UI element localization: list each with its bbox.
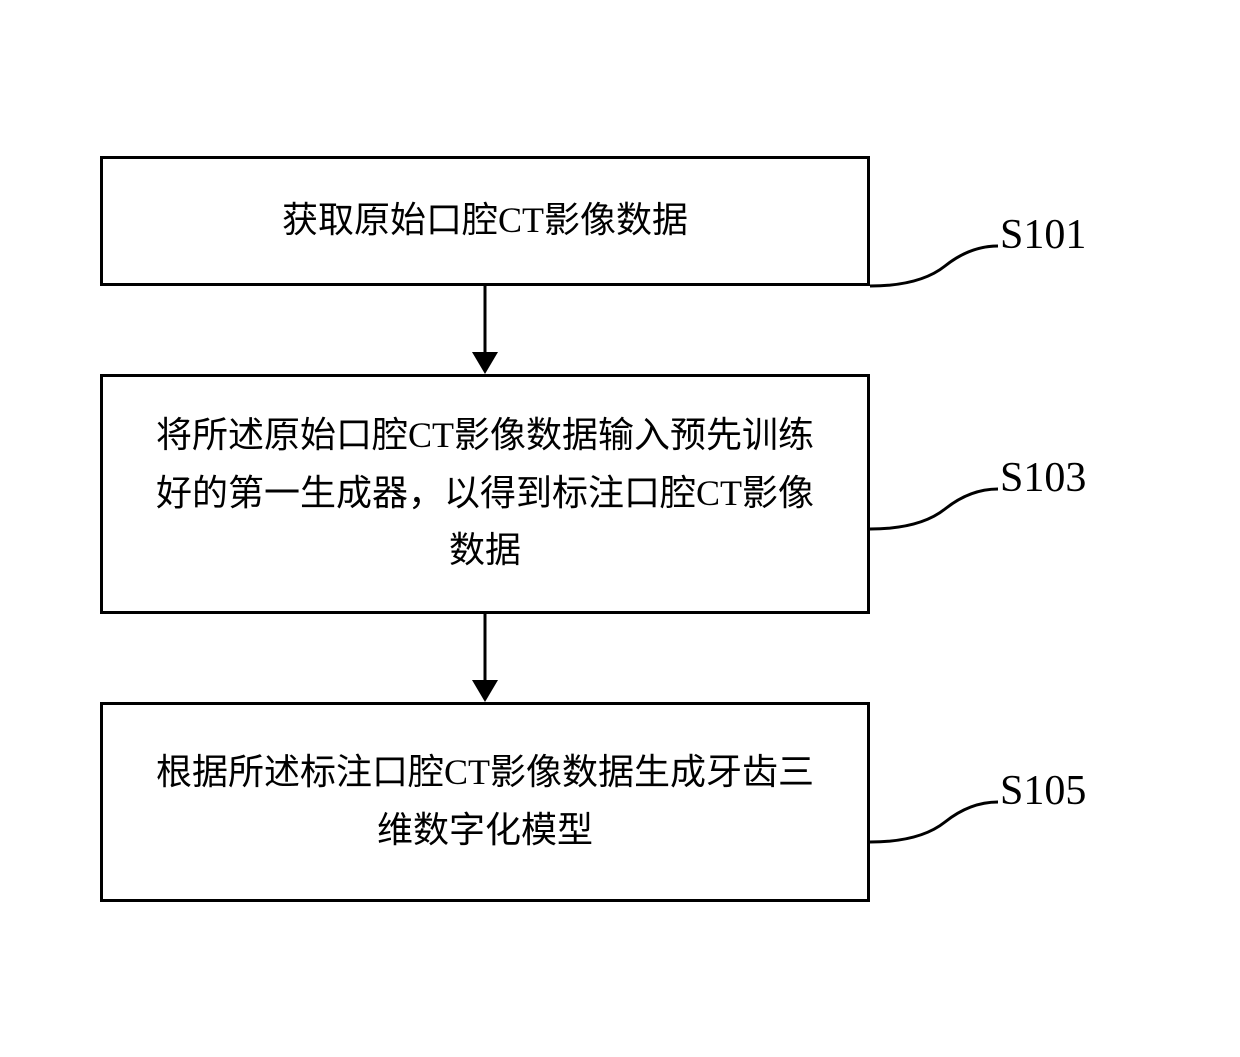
label-connector-s105 [870,797,1000,862]
step-box-s101: 获取原始口腔CT影像数据 [100,156,870,286]
arrow-wrap-2 [100,614,870,702]
arrow-down-icon [465,286,505,374]
step-label-s105: S105 [1000,767,1086,815]
step-label-s103: S103 [1000,454,1086,502]
step-row-1: 获取原始口腔CT影像数据 S101 [100,156,1140,286]
label-connector-s101 [870,241,1000,306]
step-text: 根据所述标注口腔CT影像数据生成牙齿三维数字化模型 [143,744,827,859]
step-row-3: 根据所述标注口腔CT影像数据生成牙齿三维数字化模型 S105 [100,702,1140,902]
step-label-s101: S101 [1000,211,1086,259]
step-box-s103: 将所述原始口腔CT影像数据输入预先训练好的第一生成器，以得到标注口腔CT影像数据 [100,374,870,614]
step-row-2: 将所述原始口腔CT影像数据输入预先训练好的第一生成器，以得到标注口腔CT影像数据… [100,374,1140,614]
step-box-s105: 根据所述标注口腔CT影像数据生成牙齿三维数字化模型 [100,702,870,902]
step-text: 获取原始口腔CT影像数据 [282,192,688,250]
arrow-wrap-1 [100,286,870,374]
arrow-down-icon [465,614,505,702]
label-connector-s103 [870,484,1000,549]
step-text: 将所述原始口腔CT影像数据输入预先训练好的第一生成器，以得到标注口腔CT影像数据 [143,407,827,580]
flowchart-container: 获取原始口腔CT影像数据 S101 将所述原始口腔CT影像数据输入预先训练好的第… [100,156,1140,902]
